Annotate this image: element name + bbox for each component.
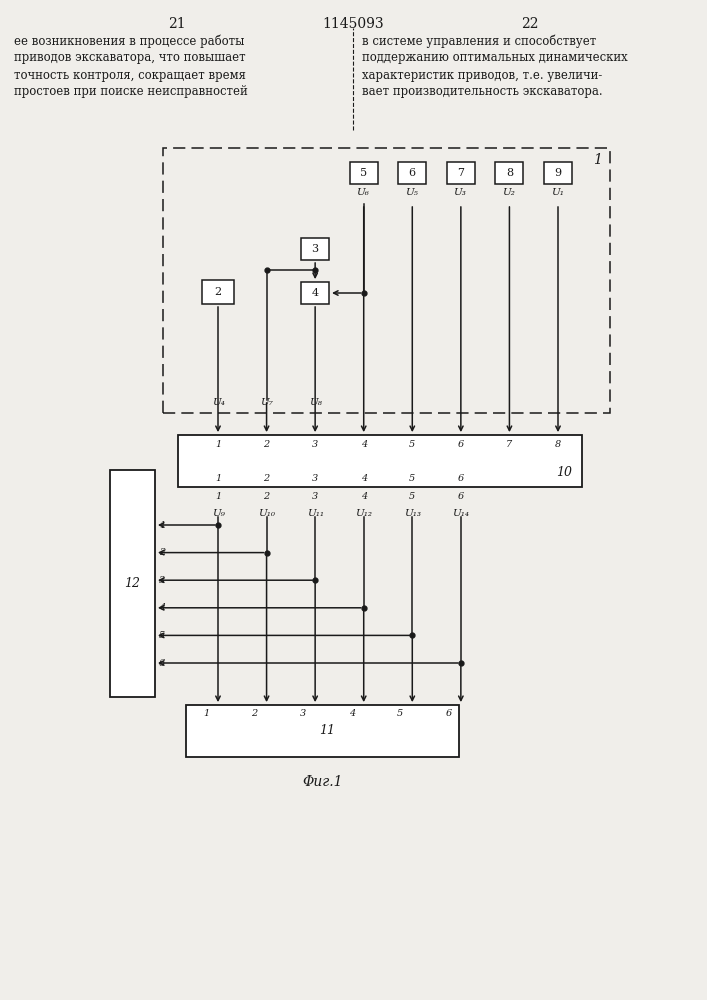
Text: 1: 1 <box>203 709 209 718</box>
Text: 4: 4 <box>361 492 367 501</box>
Text: U₁₁: U₁₁ <box>307 509 324 518</box>
Text: 4: 4 <box>349 709 355 718</box>
Text: 5: 5 <box>159 631 165 640</box>
Text: 2: 2 <box>264 492 269 501</box>
Text: U₁₃: U₁₃ <box>404 509 421 518</box>
Text: ее возникновения в процессе работы
приводов экскаватора, что повышает
точность к: ее возникновения в процессе работы приво… <box>14 34 247 99</box>
Text: 10: 10 <box>556 466 572 479</box>
Text: 5: 5 <box>409 474 416 483</box>
Text: U₈: U₈ <box>309 398 322 407</box>
Text: U₆: U₆ <box>356 188 369 197</box>
Text: U₁₄: U₁₄ <box>452 509 469 518</box>
Text: 5: 5 <box>397 709 404 718</box>
Text: U₂: U₂ <box>502 188 515 197</box>
Bar <box>110 470 155 697</box>
Text: 2: 2 <box>214 287 221 297</box>
Bar <box>202 280 234 304</box>
Text: 3: 3 <box>300 709 306 718</box>
Text: 2: 2 <box>264 440 269 449</box>
Text: U₁: U₁ <box>551 188 563 197</box>
Text: 2: 2 <box>264 474 269 483</box>
Bar <box>301 282 329 304</box>
Text: 6: 6 <box>457 492 464 501</box>
Text: 6: 6 <box>159 658 165 668</box>
Text: в системе управления и способствует
поддержанию оптимальных динамических
характе: в системе управления и способствует подд… <box>362 34 628 99</box>
Text: 3: 3 <box>312 474 318 483</box>
Text: 6: 6 <box>457 474 464 483</box>
Bar <box>496 162 523 184</box>
Text: 11: 11 <box>320 724 335 738</box>
Text: 9: 9 <box>554 168 561 178</box>
Text: 5: 5 <box>409 492 416 501</box>
Text: 6: 6 <box>445 709 452 718</box>
Text: U₁₀: U₁₀ <box>258 509 275 518</box>
Bar <box>398 162 426 184</box>
Text: 1: 1 <box>215 440 221 449</box>
Text: 7: 7 <box>506 440 513 449</box>
Text: 7: 7 <box>457 168 464 178</box>
Text: 4: 4 <box>361 474 367 483</box>
Text: U₉: U₉ <box>211 509 224 518</box>
Text: U₅: U₅ <box>405 188 418 197</box>
Bar <box>544 162 572 184</box>
Text: 3: 3 <box>312 244 319 254</box>
Text: 6: 6 <box>409 168 416 178</box>
Text: Φиг.1: Φиг.1 <box>302 775 343 789</box>
Text: U₁₂: U₁₂ <box>355 509 372 518</box>
Bar <box>301 238 329 260</box>
Bar <box>447 162 475 184</box>
Bar <box>186 705 459 757</box>
Text: 1145093: 1145093 <box>322 17 384 31</box>
Text: 3: 3 <box>312 440 318 449</box>
Text: 2: 2 <box>252 709 257 718</box>
Bar <box>163 148 610 413</box>
Text: 6: 6 <box>457 440 464 449</box>
Text: U₃: U₃ <box>453 188 467 197</box>
Text: 3: 3 <box>159 576 165 585</box>
Text: 8: 8 <box>555 440 561 449</box>
Text: 1: 1 <box>215 492 221 501</box>
Text: U₇: U₇ <box>260 398 273 407</box>
Text: 5: 5 <box>360 168 367 178</box>
Text: 21: 21 <box>168 17 186 31</box>
Bar <box>178 435 582 487</box>
Bar <box>350 162 378 184</box>
Text: 4: 4 <box>361 440 367 449</box>
Text: 5: 5 <box>409 440 416 449</box>
Text: 1: 1 <box>159 520 165 530</box>
Text: 8: 8 <box>506 168 513 178</box>
Text: 1: 1 <box>593 153 602 167</box>
Text: 3: 3 <box>312 492 318 501</box>
Text: U₄: U₄ <box>211 398 224 407</box>
Text: 12: 12 <box>124 577 141 590</box>
Text: 4: 4 <box>312 288 319 298</box>
Text: 22: 22 <box>521 17 539 31</box>
Text: 4: 4 <box>159 603 165 612</box>
Text: 2: 2 <box>159 548 165 557</box>
Text: 1: 1 <box>215 474 221 483</box>
